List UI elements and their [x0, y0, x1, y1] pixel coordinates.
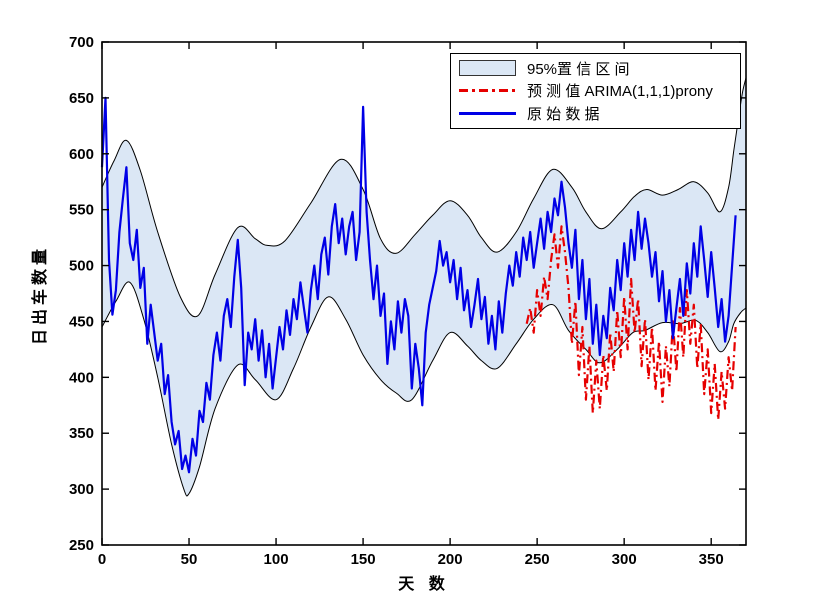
y-tick-label: 650 — [69, 90, 94, 107]
y-tick-label: 350 — [69, 425, 94, 442]
y-tick-label: 400 — [69, 369, 94, 386]
y-tick-label: 300 — [69, 481, 94, 498]
y-tick-label: 500 — [69, 258, 94, 275]
x-tick-label: 300 — [612, 551, 637, 568]
y-tick-label: 550 — [69, 202, 94, 219]
x-tick-label: 100 — [264, 551, 289, 568]
original-data-line — [100, 96, 737, 474]
legend-item-original: 原 始 数 据 — [459, 103, 736, 125]
y-tick-label: 600 — [69, 146, 94, 163]
y-tick-label: 450 — [69, 313, 94, 330]
legend-label-confidence-band: 95%置 信 区 间 — [527, 60, 630, 78]
y-tick-label: 700 — [69, 34, 94, 51]
confidence-band-swatch — [459, 60, 516, 77]
forecast-line — [525, 225, 737, 421]
x-tick-label: 50 — [181, 551, 198, 568]
legend-label-forecast: 预 测 值 ARIMA(1,1,1)prony — [527, 83, 713, 101]
plot-area-border — [101, 41, 747, 546]
confidence-band — [102, 77, 746, 496]
y-tick-label: 250 — [69, 537, 94, 554]
x-tick-label: 350 — [699, 551, 724, 568]
x-tick-label: 150 — [351, 551, 376, 568]
legend-item-confidence-band: 95%置 信 区 间 — [459, 57, 736, 79]
x-tick-label: 250 — [525, 551, 550, 568]
confidence-band-upper-edge — [101, 77, 747, 318]
legend-item-forecast: 预 测 值 ARIMA(1,1,1)prony — [459, 80, 736, 102]
forecast-line-swatch — [459, 89, 516, 93]
legend-label-original: 原 始 数 据 — [527, 106, 600, 124]
x-axis-label: 天 数 — [398, 576, 450, 593]
x-tick-label: 200 — [438, 551, 463, 568]
x-tick-label: 0 — [98, 551, 106, 568]
legend: 95%置 信 区 间 预 测 值 ARIMA(1,1,1)prony 原 始 数… — [450, 53, 741, 129]
original-line-swatch — [459, 112, 516, 116]
y-axis-label: 日出车数量 — [32, 245, 49, 346]
